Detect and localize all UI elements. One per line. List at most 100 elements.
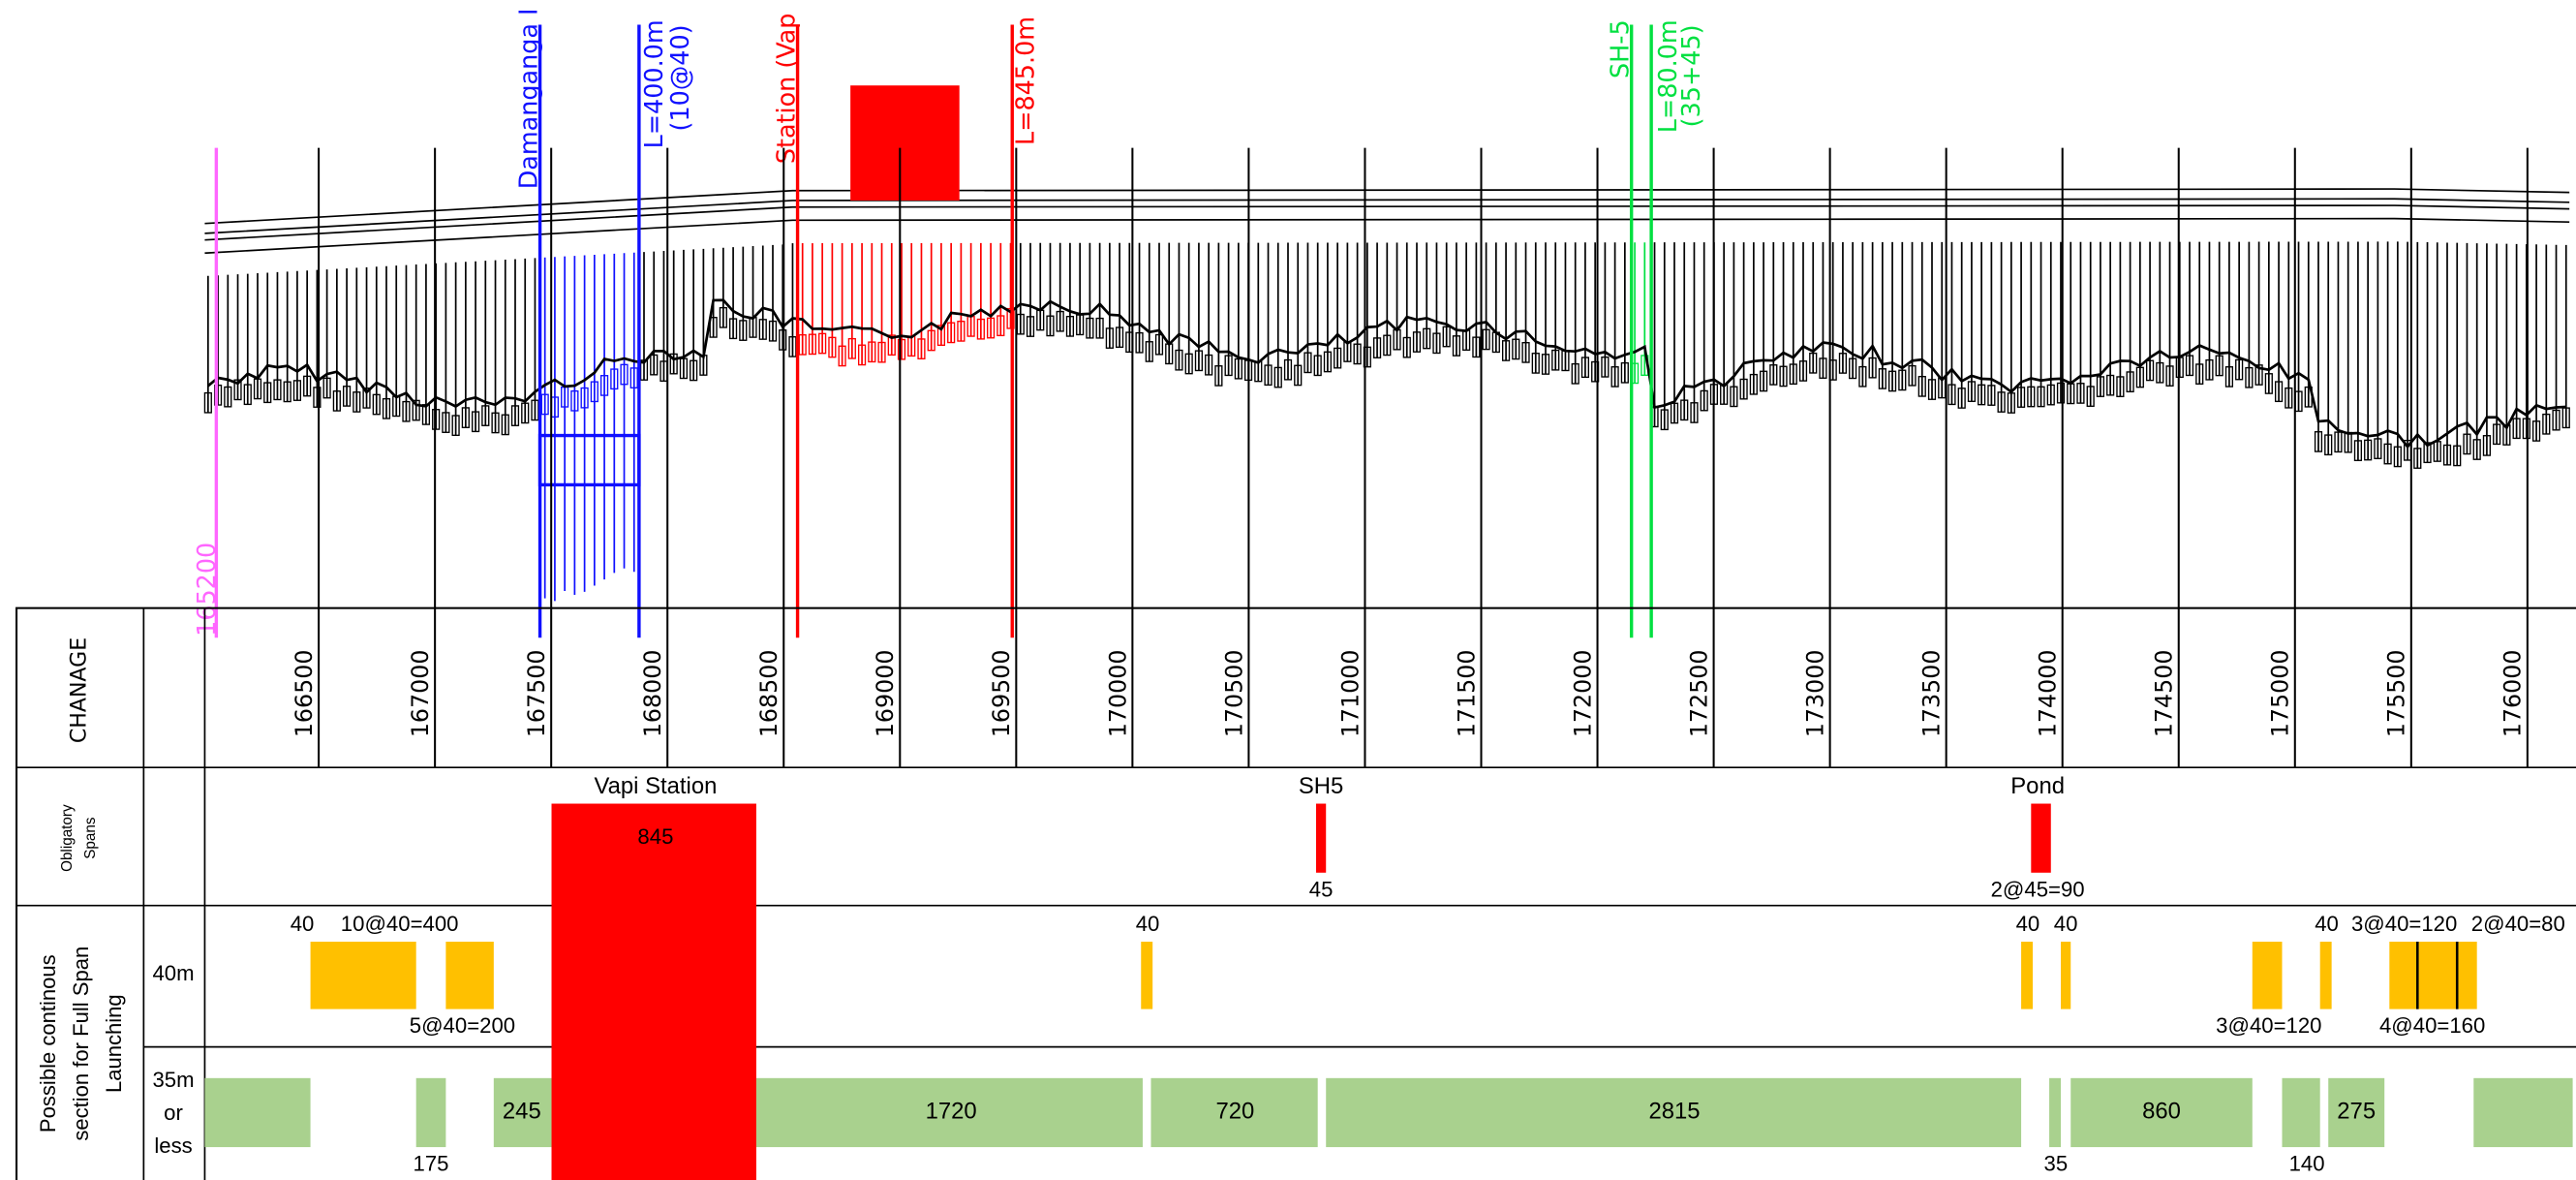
chainage-label: 167000 xyxy=(407,650,434,738)
pile-cap xyxy=(2156,361,2164,384)
deck-line xyxy=(204,204,2570,241)
pile-cap xyxy=(1234,357,1242,380)
profile-label: Damanganga I xyxy=(514,8,543,189)
pile-cap xyxy=(491,412,500,434)
pile-cap xyxy=(728,318,738,340)
pile-cap xyxy=(1680,399,1689,421)
pile-cap xyxy=(2027,386,2036,408)
pile-cap xyxy=(1739,378,1748,400)
pile-cap xyxy=(2393,446,2402,468)
pile-cap xyxy=(224,386,232,408)
span-40m-label: 4@40=160 xyxy=(2379,1013,2485,1038)
chainage-label: 171000 xyxy=(1336,650,1364,738)
obligatory-span xyxy=(2031,803,2051,873)
span-35m-label: 175 xyxy=(414,1152,449,1176)
chainage-label: 168000 xyxy=(639,650,666,738)
pile-cap xyxy=(2353,440,2363,461)
chainage-label: 171500 xyxy=(1453,650,1480,738)
pile-cap xyxy=(599,375,609,396)
pile-cap xyxy=(1412,331,1422,353)
pile-cap xyxy=(243,384,252,406)
pile-cap xyxy=(808,333,817,356)
pile-cap xyxy=(2324,434,2333,456)
pile-cap xyxy=(382,397,391,419)
pile-cap xyxy=(2442,444,2452,466)
span-40m-label: 2@40=80 xyxy=(2471,912,2565,936)
profile-label: SH-5 xyxy=(1606,19,1635,78)
chainage-label: 173000 xyxy=(1801,650,1828,738)
row-header: Launching xyxy=(102,994,126,1093)
span-35m xyxy=(204,1077,311,1148)
span-35m xyxy=(2049,1077,2061,1148)
pile-cap xyxy=(1402,336,1411,358)
pile-cap xyxy=(828,336,837,358)
pile-cap xyxy=(887,334,896,357)
pile-cap xyxy=(570,389,579,412)
pile-cap xyxy=(2285,387,2293,409)
span-35m-label: 1720 xyxy=(926,1099,977,1125)
pile-cap xyxy=(2056,382,2066,404)
pile-cap xyxy=(451,415,460,437)
pile-cap xyxy=(2195,363,2204,385)
span-40m-label: 40 xyxy=(2016,912,2040,936)
pile-cap xyxy=(1086,317,1094,339)
row-header: Spans xyxy=(82,817,99,859)
pile-cap xyxy=(2185,355,2194,377)
pile-cap xyxy=(442,412,450,433)
pile-cap xyxy=(1194,350,1204,372)
pile-cap xyxy=(2552,409,2561,431)
span-35m-label: 245 xyxy=(503,1099,541,1125)
row-header: or xyxy=(164,1101,183,1125)
pile-cap xyxy=(580,387,589,409)
pile-cap xyxy=(1264,364,1273,387)
pile-cap xyxy=(402,400,411,422)
pile-cap xyxy=(1601,356,1610,378)
pile-cap xyxy=(997,315,1005,337)
pile-cap xyxy=(2016,387,2026,408)
span-40m xyxy=(310,942,416,1009)
obligatory-span-label: 2@45=90 xyxy=(1991,877,2085,901)
pile-cap xyxy=(1838,353,1848,374)
profile-label: (35+45) xyxy=(1677,24,1706,127)
chainage-label: 174000 xyxy=(2035,650,2062,738)
span-35m xyxy=(755,1077,1143,1148)
pile-cap xyxy=(501,414,509,436)
pile-cap xyxy=(788,336,797,357)
obligatory-span xyxy=(1315,803,1327,873)
chainage-label: 175500 xyxy=(2383,650,2410,738)
pile-cap xyxy=(1690,402,1699,423)
pile-cap xyxy=(1749,373,1758,395)
pile-cap xyxy=(1858,365,1867,388)
pile-cap xyxy=(1541,354,1550,375)
pile-cap xyxy=(2076,383,2085,404)
pile-cap xyxy=(1849,357,1857,380)
pile-cap xyxy=(590,381,598,403)
pile-cap xyxy=(1115,326,1124,349)
pile-cap xyxy=(1620,361,1629,384)
profile-label: (10@40) xyxy=(666,24,695,131)
pile-cap xyxy=(1056,310,1064,332)
row-header: section for Full Span xyxy=(69,947,93,1141)
pile-cap xyxy=(203,391,212,414)
obligatory-name: Vapi Station xyxy=(594,773,717,799)
pile-cap xyxy=(2453,445,2462,467)
pile-cap xyxy=(1551,349,1560,371)
pile-cap xyxy=(1789,363,1797,386)
pile-cap xyxy=(2046,384,2055,406)
pile-cap xyxy=(1353,343,1362,365)
pile-cap xyxy=(1887,370,1897,392)
pile-cap xyxy=(2383,443,2392,465)
pile-cap xyxy=(292,380,302,401)
span-40m xyxy=(2319,942,2332,1009)
span-40m xyxy=(2389,942,2477,1009)
obligatory-name: Pond xyxy=(2010,773,2065,799)
pile-cap xyxy=(2224,366,2234,388)
pile-cap xyxy=(1927,379,1937,400)
span-40m-label: 3@40=120 xyxy=(2216,1013,2321,1038)
pile-cap xyxy=(342,386,352,407)
pile-cap xyxy=(2482,435,2492,456)
pile-cap xyxy=(620,363,629,386)
profile-label: 165200 xyxy=(193,543,222,637)
span-35m-label: 720 xyxy=(1216,1099,1255,1125)
pile-cap xyxy=(2165,365,2174,387)
